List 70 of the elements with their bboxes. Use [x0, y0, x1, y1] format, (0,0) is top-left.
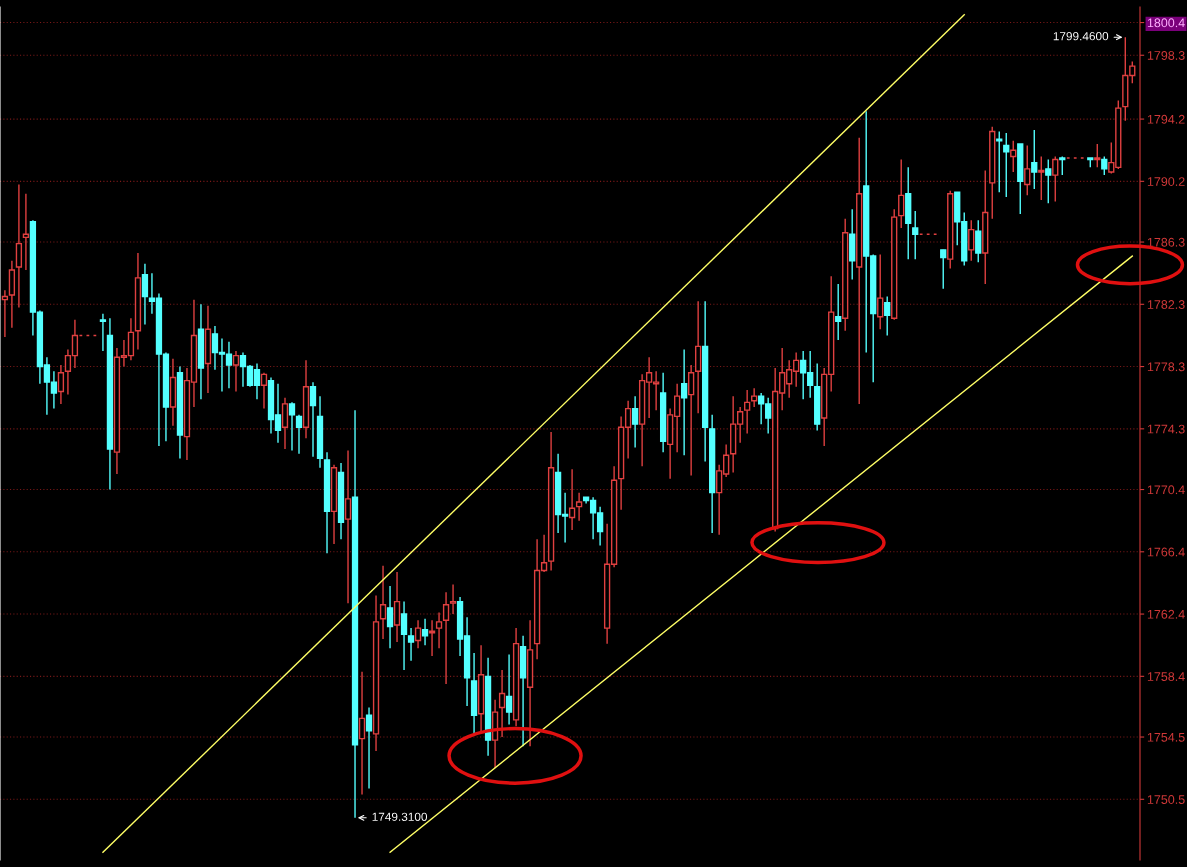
candlestick	[442, 591, 450, 685]
candlestick	[940, 249, 947, 290]
candlestick	[751, 387, 758, 408]
y-tick-label: 1750.5	[1147, 795, 1185, 804]
candlestick	[1038, 155, 1045, 201]
candlestick	[1045, 158, 1052, 204]
candlestick	[505, 653, 513, 726]
candlestick	[295, 414, 303, 455]
y-tick-label: 1766.4	[1147, 547, 1185, 557]
candlestick	[428, 619, 436, 657]
candlestick	[1101, 155, 1108, 176]
candlestick	[281, 397, 289, 450]
candlestick	[344, 449, 352, 604]
candlestick	[996, 130, 1003, 193]
candlestick	[877, 253, 884, 330]
candlestick	[421, 618, 429, 646]
candlestick	[260, 372, 268, 410]
candlestick	[365, 706, 373, 790]
y-tick-label: 1800.4	[1147, 18, 1185, 28]
candlestick	[968, 219, 975, 262]
candlestick	[400, 600, 408, 671]
candlestick	[407, 627, 415, 662]
candlestick	[1094, 143, 1101, 169]
y-tick-label: 1790.2	[1147, 177, 1185, 186]
candlestick	[680, 348, 688, 456]
candlestick	[22, 193, 30, 271]
candlestick	[575, 491, 583, 522]
candlestick	[898, 158, 905, 229]
y-tick-label: 1762.4	[1147, 609, 1185, 619]
candlestick	[309, 381, 317, 458]
candlestick	[631, 395, 639, 449]
candlestick	[386, 585, 394, 650]
y-tick-label: 1782.3	[1147, 300, 1185, 309]
candlestick	[435, 611, 443, 650]
candlestick	[449, 583, 457, 615]
candlestick	[835, 283, 842, 341]
candlestick	[57, 364, 65, 405]
candlestick	[975, 219, 982, 263]
annotation: 1749.3100	[372, 812, 428, 821]
candlestick	[1024, 144, 1031, 197]
candlestick	[1003, 132, 1010, 198]
y-tick-label: 1798.3	[1147, 51, 1185, 60]
y-tick-label: 1774.3	[1147, 424, 1185, 434]
candlestick	[1031, 129, 1038, 190]
annotation: 1799.4600	[1053, 32, 1109, 41]
y-tick-label: 1778.3	[1147, 362, 1185, 372]
y-tick-label: 1754.5	[1147, 732, 1185, 742]
y-tick-label: 1786.3	[1147, 237, 1185, 247]
y-tick-label: 1770.4	[1147, 485, 1185, 495]
y-tick-label: 1758.4	[1147, 672, 1185, 681]
candlestick	[884, 295, 891, 337]
candlestick	[414, 619, 422, 650]
candlestick	[1010, 140, 1017, 173]
candlestick	[141, 263, 149, 326]
candlestick	[288, 401, 296, 452]
candlestick	[15, 183, 23, 309]
candlestick	[912, 210, 919, 260]
candlestick	[358, 670, 366, 796]
candlestick	[99, 312, 107, 352]
candlestick	[1052, 155, 1059, 203]
y-tick-label: 1794.2	[1147, 114, 1185, 124]
candlestick	[393, 571, 401, 643]
candlestick	[1059, 155, 1066, 176]
candlestick	[379, 565, 387, 640]
candlestick	[232, 350, 240, 393]
candlestick	[1, 289, 9, 338]
candlestick	[744, 389, 751, 435]
candlestick	[687, 364, 695, 477]
candlestick	[498, 669, 506, 738]
candlestick	[568, 468, 576, 531]
